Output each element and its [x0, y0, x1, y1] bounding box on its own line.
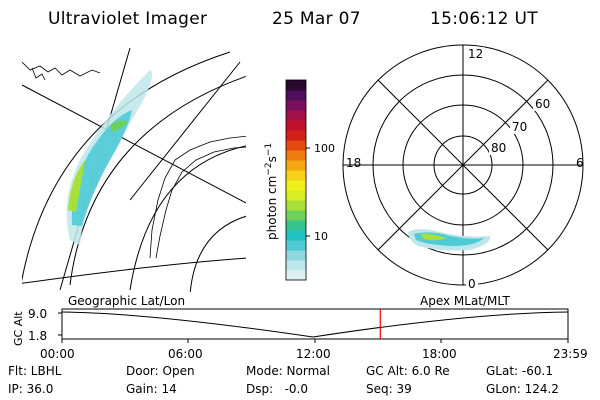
colorbar-swatch [286, 100, 306, 111]
colorbar-swatch [286, 250, 306, 261]
info-ip: IP: 36.0 [8, 382, 54, 396]
colorbar-border [285, 79, 307, 281]
colorbar-swatch [286, 140, 306, 151]
left-panel-label: Geographic Lat/Lon [68, 294, 186, 308]
aurora-emission-polar [408, 229, 491, 251]
colorbar-tick-100-label: 100 [314, 142, 335, 155]
mlt-label-6: 6 [576, 156, 584, 170]
instrument-title: Ultraviolet Imager [48, 9, 208, 29]
info-flt: Flt: LBHL [8, 364, 62, 378]
colorbar-swatch [286, 90, 306, 101]
colorbar-swatch [286, 270, 306, 281]
info-dsp: Dsp: -0.0 [246, 382, 309, 396]
info-door: Door: Open [126, 364, 195, 378]
colorbar-swatch [286, 230, 306, 241]
label-bg [533, 97, 553, 111]
colorbar-swatch [286, 120, 306, 131]
info-mode: Mode: Normal [246, 364, 330, 378]
svg-text:photon cm−2s−1: photon cm−2s−1 [264, 143, 279, 240]
right-panel-label: Apex MLat/MLT [420, 294, 510, 308]
mlt-meridian-diag [377, 79, 549, 251]
colorbar-gradient [286, 80, 306, 281]
colorbar-swatch [286, 240, 306, 251]
info-gain: Gain: 14 [126, 382, 177, 396]
colorbar-swatch [286, 150, 306, 161]
lat-label-60: 60 [535, 97, 550, 111]
colorbar-swatch [286, 260, 306, 271]
xtick-0000: 00:00 [40, 347, 75, 361]
colorbar-swatch [286, 130, 306, 141]
mlt-label-0: 0 [468, 277, 476, 291]
info-glon: GLon: 124.2 [486, 382, 559, 396]
altitude-plot-frame [61, 308, 569, 340]
label-bg [510, 120, 530, 134]
altitude-ytick-low: 1.8 [28, 329, 47, 343]
label-bg [489, 141, 509, 155]
altitude-ylabel: GC Alt [12, 311, 25, 346]
lat-label-70: 70 [512, 120, 527, 134]
colorbar-swatch [286, 170, 306, 181]
colorbar-swatch [286, 220, 306, 231]
xtick-2359: 23:59 [553, 347, 588, 361]
colorbar-swatch [286, 210, 306, 221]
colorbar-tick-10-label: 10 [314, 230, 328, 243]
xtick-1800: 18:00 [422, 347, 457, 361]
colorbar-swatch [286, 190, 306, 201]
altitude-ytick-high: 9.0 [28, 307, 47, 321]
colorbar-unit-label: photon cm−2s−1 [264, 143, 279, 240]
colorbar-swatch [286, 80, 306, 91]
colorbar-swatch [286, 180, 306, 191]
info-gcalt: GC Alt: 6.0 Re [366, 364, 450, 378]
info-seq: Seq: 39 [366, 382, 412, 396]
observation-time: 15:06:12 UT [430, 9, 538, 29]
label-bg [466, 277, 478, 291]
mlt-label-18: 18 [346, 156, 361, 170]
xtick-1200: 12:00 [296, 347, 331, 361]
colorbar-swatch [286, 160, 306, 171]
colorbar-swatch [286, 200, 306, 211]
info-glat: GLat: -60.1 [486, 364, 553, 378]
xtick-0600: 06:00 [168, 347, 203, 361]
observation-date: 25 Mar 07 [272, 9, 361, 29]
mlt-label-12: 12 [468, 47, 483, 61]
colorbar-swatch [286, 110, 306, 121]
altitude-curve [61, 311, 569, 338]
lat-label-80: 80 [491, 141, 506, 155]
label-bg [466, 47, 484, 61]
